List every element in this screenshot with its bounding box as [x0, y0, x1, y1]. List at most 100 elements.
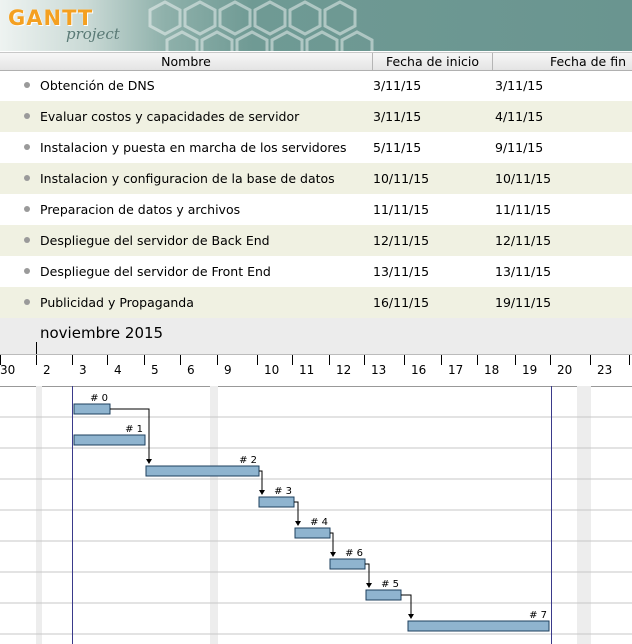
dependency-line	[294, 501, 299, 522]
task-bullet-icon	[24, 144, 30, 150]
task-bullet-icon	[24, 206, 30, 212]
task-name: Obtención de DNS	[40, 78, 155, 93]
day-label: 10	[264, 363, 280, 377]
task-bar-label: # 5	[381, 579, 399, 590]
day-label: 6	[187, 363, 195, 377]
timeline-day-scale[interactable]: 30 2 3 4 5 6 9 10 11 12 13 16 17 18 19 20 23	[0, 354, 632, 387]
task-row[interactable]: Obtención de DNS 3/11/15 3/11/15	[0, 70, 632, 101]
task-bullet-icon	[24, 268, 30, 274]
task-bar[interactable]	[329, 558, 366, 570]
day-label: 16	[411, 363, 427, 377]
day-label: 18	[484, 363, 500, 377]
month-tick	[36, 342, 37, 354]
column-header-end[interactable]: Fecha de fin	[549, 54, 626, 69]
gantt-chart-area[interactable]: # 0 # 1 # 2 # 3 # 4 # 6 # 5 # 7	[0, 386, 632, 644]
task-bullet-icon	[24, 237, 30, 243]
task-bar-label: # 7	[529, 610, 547, 621]
task-bar[interactable]	[145, 465, 260, 477]
day-tick	[629, 355, 630, 365]
weekend-band	[210, 386, 218, 644]
day-tick	[257, 355, 258, 365]
dependency-line	[110, 408, 150, 460]
day-tick	[515, 355, 516, 365]
dependency-arrow-icon	[330, 552, 336, 557]
task-name: Preparacion de datos y archivos	[40, 202, 241, 217]
task-bar-label: # 4	[310, 517, 328, 528]
dependency-arrow-icon	[259, 490, 265, 495]
task-start: 12/11/15	[373, 233, 430, 248]
gantt-chart-canvas[interactable]: # 0 # 1 # 2 # 3 # 4 # 6 # 5 # 7	[0, 386, 632, 644]
task-end: 9/11/15	[495, 140, 544, 155]
task-bar[interactable]	[73, 403, 111, 415]
day-label: 9	[224, 363, 232, 377]
task-start: 10/11/15	[373, 171, 430, 186]
day-label: 17	[448, 363, 464, 377]
task-end: 4/11/15	[495, 109, 544, 124]
day-tick	[292, 355, 293, 365]
task-bar-label: # 2	[239, 455, 257, 466]
dependency-line	[401, 594, 412, 615]
logo-sub: project	[66, 25, 120, 43]
task-bar-label: # 1	[125, 424, 143, 435]
day-label: 19	[522, 363, 538, 377]
task-name: Instalacion y puesta en marcha de los se…	[40, 140, 347, 155]
task-row[interactable]: Instalacion y configuracion de la base d…	[0, 163, 632, 194]
column-header-name[interactable]: Nombre	[0, 53, 373, 70]
task-start: 13/11/15	[373, 264, 430, 279]
task-start: 3/11/15	[373, 109, 422, 124]
task-table-header: Nombre Fecha de inicio Fecha de fin	[0, 52, 632, 71]
day-tick	[477, 355, 478, 365]
dependency-line	[365, 563, 370, 584]
task-bullet-icon	[24, 82, 30, 88]
day-tick	[441, 355, 442, 365]
task-bar[interactable]	[258, 496, 295, 508]
task-end: 19/11/15	[495, 295, 552, 310]
day-tick	[36, 355, 37, 365]
day-tick	[404, 355, 405, 365]
task-start: 3/11/15	[373, 78, 422, 93]
day-label: 2	[43, 363, 51, 377]
dependency-line	[259, 470, 263, 491]
day-label: 23	[597, 363, 613, 377]
day-label: 13	[371, 363, 387, 377]
task-row[interactable]: Publicidad y Propaganda 16/11/15 19/11/1…	[0, 287, 632, 318]
month-label: noviembre 2015	[40, 324, 164, 342]
day-tick	[107, 355, 108, 365]
task-end: 11/11/15	[495, 202, 552, 217]
task-name: Publicidad y Propaganda	[40, 295, 194, 310]
day-label: 5	[151, 363, 159, 377]
task-row[interactable]: Preparacion de datos y archivos 11/11/15…	[0, 194, 632, 225]
task-name: Despliegue del servidor de Back End	[40, 233, 270, 248]
task-bar[interactable]	[365, 589, 402, 601]
task-bar-label: # 0	[90, 393, 108, 404]
day-tick	[590, 355, 591, 365]
task-row[interactable]: Despliegue del servidor de Front End 13/…	[0, 256, 632, 287]
dependency-arrow-icon	[408, 614, 414, 619]
day-label: 11	[299, 363, 315, 377]
day-tick	[144, 355, 145, 365]
task-table: Obtención de DNS 3/11/15 3/11/15 Evaluar…	[0, 70, 632, 318]
app-banner: GANTT project	[0, 0, 632, 51]
task-bullet-icon	[24, 299, 30, 305]
task-bar-label: # 6	[345, 548, 363, 559]
task-bar-label: # 3	[274, 486, 292, 497]
day-tick	[217, 355, 218, 365]
column-header-start[interactable]: Fecha de inicio	[373, 53, 493, 70]
weekend-band	[577, 386, 591, 644]
task-name: Despliegue del servidor de Front End	[40, 264, 271, 279]
task-row[interactable]: Instalacion y puesta en marcha de los se…	[0, 132, 632, 163]
task-bar[interactable]	[294, 527, 331, 539]
day-tick	[0, 355, 1, 365]
task-name: Evaluar costos y capacidades de servidor	[40, 109, 300, 124]
task-name: Instalacion y configuracion de la base d…	[40, 171, 335, 186]
task-start: 5/11/15	[373, 140, 422, 155]
day-tick	[72, 355, 73, 365]
task-bar[interactable]	[407, 620, 550, 632]
task-row[interactable]: Evaluar costos y capacidades de servidor…	[0, 101, 632, 132]
dependency-arrow-icon	[366, 583, 372, 588]
task-bar[interactable]	[73, 434, 146, 446]
timeline-month-header: noviembre 2015	[0, 318, 632, 354]
logo-word: GANTT	[8, 6, 94, 30]
task-row[interactable]: Despliegue del servidor de Back End 12/1…	[0, 225, 632, 256]
task-end: 10/11/15	[495, 171, 552, 186]
